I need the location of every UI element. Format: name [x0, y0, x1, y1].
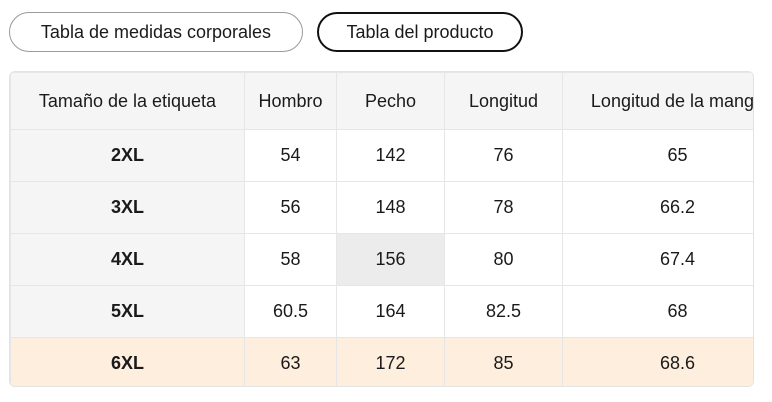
- cell: 68: [562, 285, 753, 338]
- size-label: 4XL: [10, 233, 245, 286]
- size-label: 3XL: [10, 181, 245, 234]
- cell: 63: [244, 337, 337, 386]
- cell: 58: [244, 233, 337, 286]
- size-table: Tamaño de la etiqueta Hombro Pecho Longitud…: [9, 71, 754, 387]
- cell: 67.4: [562, 233, 753, 286]
- header-cell: Pecho: [336, 72, 445, 130]
- cell: 68.6: [562, 337, 753, 386]
- cell: 82.5: [444, 285, 563, 338]
- size-label: 2XL: [10, 129, 245, 182]
- table: Tamaño de la etiqueta Hombro Pecho Longitud…: [10, 72, 753, 386]
- table-row: 5XL 60.5 164 82.5 68: [10, 285, 753, 338]
- table-row: 4XL 58 156 80 67.4: [10, 233, 753, 286]
- cell: 76: [444, 129, 563, 182]
- header-cell: Tamaño de la etiqueta: [10, 72, 245, 130]
- cell: 148: [336, 181, 445, 234]
- cell: 65: [562, 129, 753, 182]
- table-row: 6XL 63 172 85 68.6: [10, 337, 753, 386]
- cell: 80: [444, 233, 563, 286]
- header-cell: Hombro: [244, 72, 337, 130]
- cell: 164: [336, 285, 445, 338]
- size-label: 5XL: [10, 285, 245, 338]
- size-label: 6XL: [10, 337, 245, 386]
- tab[interactable]: Tabla del producto: [317, 12, 523, 52]
- cell: 85: [444, 337, 563, 386]
- cell: 66.2: [562, 181, 753, 234]
- table-row: 3XL 56 148 78 66.2: [10, 181, 753, 234]
- cell: 156: [336, 233, 445, 286]
- header-cell: Longitud: [444, 72, 563, 130]
- cell: 56: [244, 181, 337, 234]
- cell: 142: [336, 129, 445, 182]
- cell: 172: [336, 337, 445, 386]
- header-cell: Longitud de la manga: [562, 72, 753, 130]
- cell: 60.5: [244, 285, 337, 338]
- header-row: Tamaño de la etiqueta Hombro Pecho Longitud…: [10, 72, 753, 130]
- table-row: 2XL 54 142 76 65: [10, 129, 753, 182]
- cell: 54: [244, 129, 337, 182]
- cell: 78: [444, 181, 563, 234]
- tab[interactable]: Tabla de medidas corporales: [9, 12, 303, 52]
